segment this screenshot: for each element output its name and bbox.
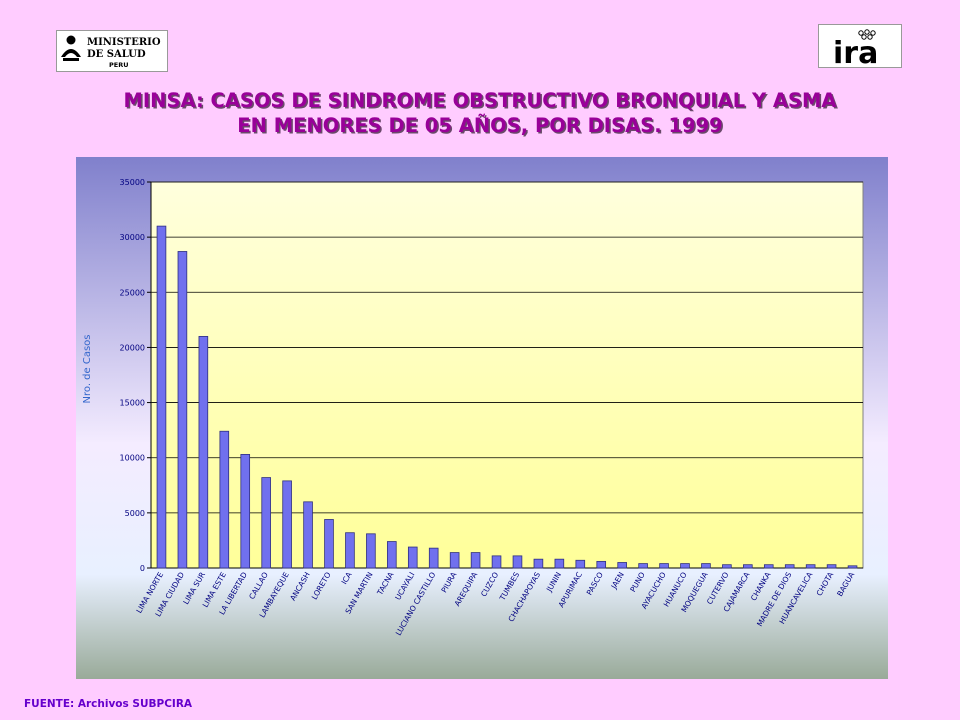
source-note: FUENTE: Archivos SUBPCIRA bbox=[24, 698, 193, 710]
plot-area bbox=[150, 181, 864, 569]
bar bbox=[512, 555, 523, 569]
bar bbox=[701, 563, 711, 569]
bar bbox=[680, 563, 690, 569]
bar bbox=[638, 563, 648, 569]
logo-line-1: MINISTERIO bbox=[87, 37, 161, 48]
y-tick-label: 15000 bbox=[120, 399, 145, 408]
bar bbox=[261, 477, 271, 569]
chart-area: 0 5000 10000 15000 20000 25000 30000 35000 Nro. … bbox=[76, 157, 888, 679]
ministerio-logo-graphic: MINISTERIO DE SALUD PERU bbox=[61, 35, 161, 69]
bar bbox=[847, 565, 858, 569]
bar bbox=[763, 564, 774, 569]
bar bbox=[324, 519, 334, 569]
bar bbox=[722, 564, 732, 569]
bar bbox=[826, 564, 837, 569]
bar bbox=[156, 225, 167, 569]
bar bbox=[345, 532, 355, 569]
bar bbox=[407, 546, 418, 569]
ministerio-de-salud-logo: MINISTERIO DE SALUD PERU bbox=[56, 30, 168, 72]
bar bbox=[743, 564, 753, 569]
y-tick-label: 25000 bbox=[120, 288, 145, 297]
chart-title: MINSA: CASOS DE SINDROME OBSTRUCTIVO BRO… bbox=[40, 88, 920, 138]
bar-chart: 0 5000 10000 15000 20000 25000 30000 35000 Nro. … bbox=[76, 157, 888, 679]
chart-title-line-2: EN MENORES DE 05 AÑOS, POR DISAS. 1999 bbox=[237, 114, 723, 137]
bar bbox=[366, 533, 376, 569]
ira-logo-text: ira bbox=[833, 36, 878, 67]
chart-title-line-1: MINSA: CASOS DE SINDROME OBSTRUCTIVO BRO… bbox=[123, 89, 837, 112]
bar bbox=[428, 547, 439, 569]
bar bbox=[282, 480, 292, 569]
bar bbox=[575, 559, 586, 569]
bar bbox=[596, 560, 607, 569]
bar bbox=[617, 562, 627, 569]
bar bbox=[219, 430, 230, 569]
bar bbox=[387, 541, 397, 569]
ira-logo-graphic: ira bbox=[833, 29, 878, 71]
bar bbox=[554, 558, 565, 569]
bar bbox=[491, 555, 502, 569]
bar bbox=[470, 552, 481, 569]
y-tick-label: 30000 bbox=[120, 233, 145, 242]
bar bbox=[303, 501, 313, 569]
y-tick-label: 0 bbox=[140, 564, 145, 573]
y-tick-label: 35000 bbox=[120, 178, 145, 187]
y-tick-label: 20000 bbox=[120, 343, 145, 352]
bar bbox=[198, 335, 209, 569]
y-tick-label: 10000 bbox=[120, 454, 145, 463]
bar bbox=[177, 251, 188, 569]
y-tick-label: 5000 bbox=[125, 509, 145, 518]
ira-logo: ira bbox=[818, 24, 902, 71]
bar bbox=[449, 552, 460, 569]
bar bbox=[784, 564, 795, 569]
logo-line-3: PERU bbox=[109, 61, 129, 69]
bar bbox=[659, 563, 669, 569]
bar bbox=[533, 558, 544, 569]
y-axis-label: Nro. de Casos bbox=[82, 335, 93, 404]
bar bbox=[240, 454, 251, 569]
bar bbox=[805, 564, 816, 569]
logo-line-2: DE SALUD bbox=[87, 49, 146, 60]
